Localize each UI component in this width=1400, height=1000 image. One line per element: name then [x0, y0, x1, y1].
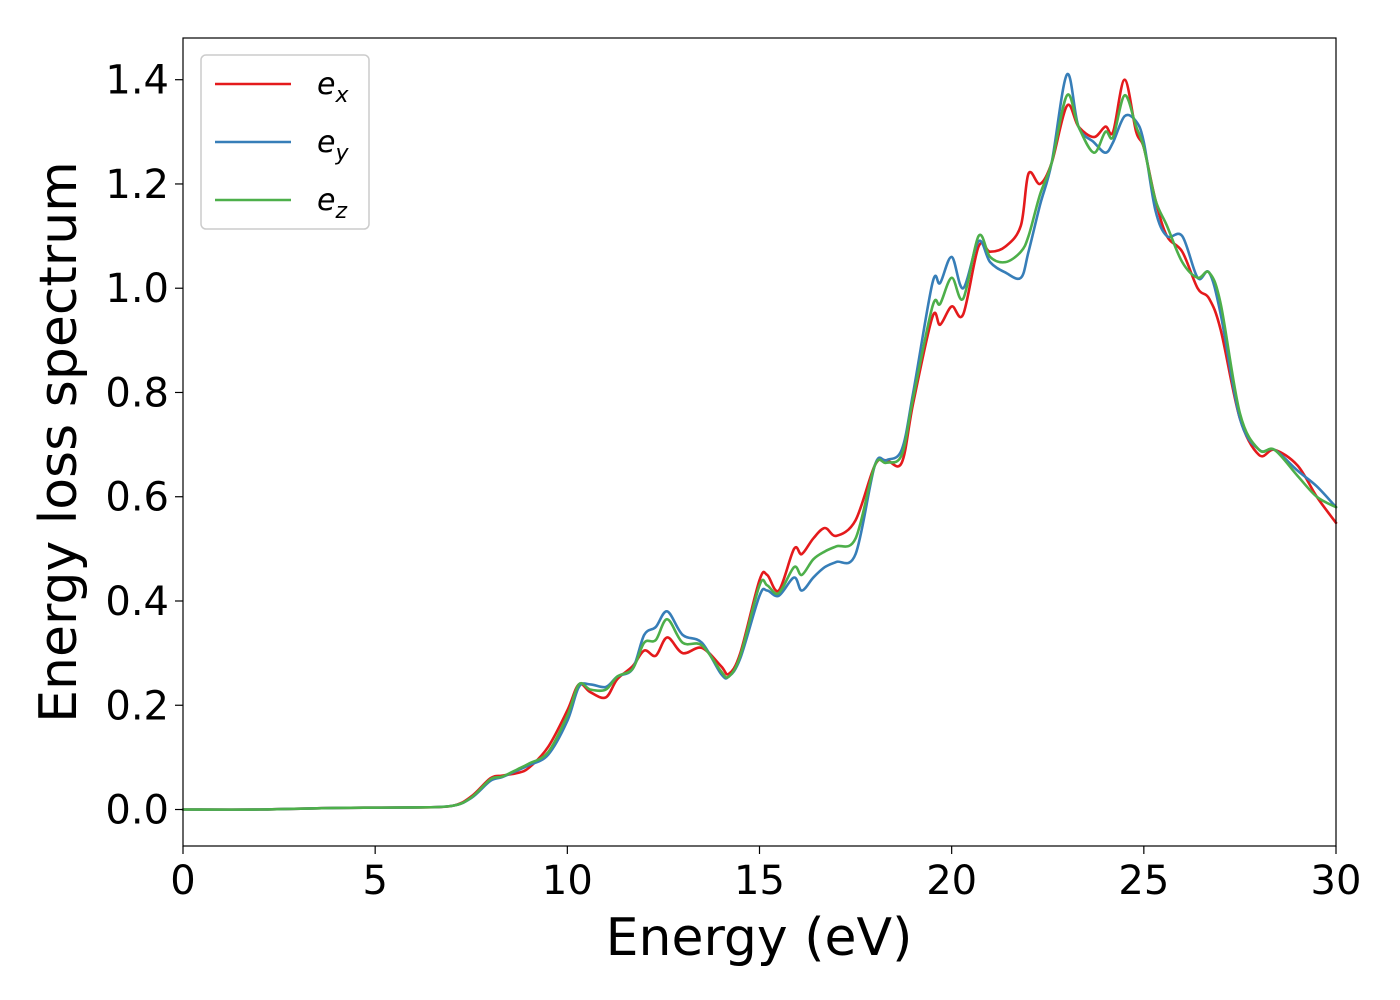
series-layer: [181, 73, 1338, 811]
x-tick-label: 25: [1118, 858, 1169, 904]
x-tick-label: 15: [734, 858, 785, 904]
legend-label-ez: ez: [317, 183, 347, 224]
series-line-ez: [181, 93, 1338, 811]
y-tick-label: 0.6: [105, 475, 169, 521]
y-tick-label: 1.2: [105, 162, 169, 208]
x-tick-label: 5: [362, 858, 387, 904]
legend-label-ex: ex: [317, 67, 349, 108]
y-tick-label: 1.4: [105, 58, 169, 104]
y-axis-label: Energy loss spectrum: [29, 161, 89, 723]
y-tick-label: 0.2: [105, 683, 169, 729]
y-tick-label: 1.0: [105, 266, 169, 312]
legend-label-ey: ey: [317, 125, 349, 166]
y-tick-label: 0.0: [105, 788, 169, 834]
x-tick-label: 30: [1311, 858, 1362, 904]
y-tick-label: 0.4: [105, 579, 169, 625]
x-tick-label: 20: [926, 858, 977, 904]
x-tick-label: 0: [170, 858, 195, 904]
y-tick-label: 0.8: [105, 370, 169, 416]
legend: ex ey ez: [200, 54, 370, 230]
y-axis: 0.0 0.2 0.4 0.6 0.8 1.0 1.2 1.4: [105, 58, 183, 834]
x-tick-label: 10: [542, 858, 593, 904]
x-axis-label: Energy (eV): [606, 908, 913, 968]
x-axis: 0 5 10 15 20 25 30: [170, 846, 1361, 904]
